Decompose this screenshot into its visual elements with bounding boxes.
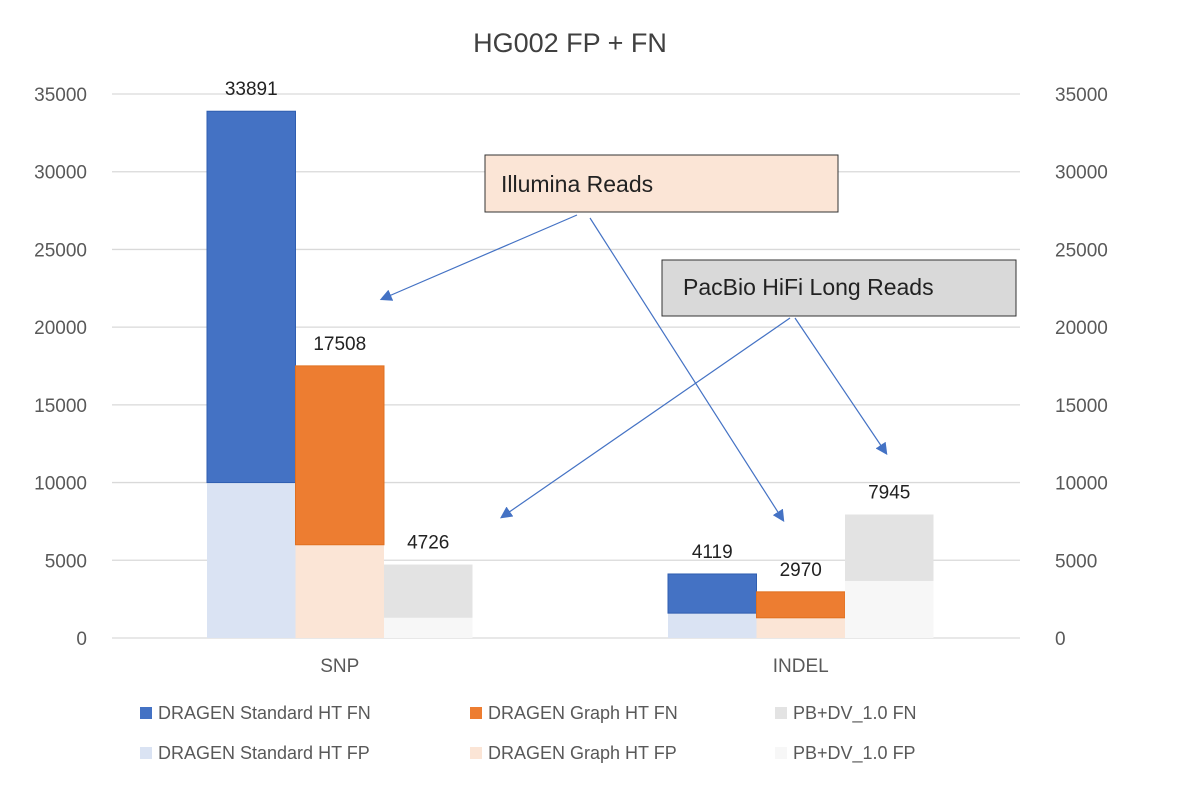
legend-swatch xyxy=(775,707,787,719)
legend-label: DRAGEN Standard HT FP xyxy=(158,743,370,763)
bar-segment-fp xyxy=(845,580,934,638)
data-label-total: 33891 xyxy=(225,79,278,100)
arrow-illumina-snp xyxy=(379,214,578,301)
bar-segment-fp xyxy=(295,544,384,638)
bar-segment-fp xyxy=(668,613,757,638)
arrow-pacbio-indel xyxy=(794,317,888,455)
bar-segment-fp xyxy=(756,617,845,638)
bar-segment-fp xyxy=(207,482,296,638)
annotation-pacbio-box xyxy=(661,259,1017,317)
legend-label: DRAGEN Graph HT FN xyxy=(488,703,678,723)
data-label-total: 7945 xyxy=(868,483,910,504)
legend-swatch xyxy=(775,747,787,759)
legend-label: DRAGEN Standard HT FN xyxy=(158,703,371,723)
bar-segment-fn xyxy=(384,564,473,618)
x-tick-label: INDEL xyxy=(773,656,829,677)
y-tick-label-right: 35000 xyxy=(1055,85,1108,106)
legend-swatch xyxy=(140,747,152,759)
y-tick-label-right: 0 xyxy=(1055,629,1066,650)
arrow-illumina-indel xyxy=(589,217,785,523)
data-label-total: 4726 xyxy=(407,533,449,554)
data-label-total: 2970 xyxy=(780,560,822,581)
annotation-illumina-box xyxy=(484,154,839,213)
y-tick-label-left: 0 xyxy=(76,629,87,650)
y-tick-label-left: 25000 xyxy=(34,240,87,261)
y-tick-label-left: 15000 xyxy=(34,396,87,417)
annotation-illumina-text: Illumina Reads xyxy=(501,171,653,197)
y-tick-label-left: 35000 xyxy=(34,85,87,106)
annotation-pacbio-text: PacBio HiFi Long Reads xyxy=(683,274,934,300)
y-tick-label-right: 25000 xyxy=(1055,240,1108,261)
legend-label: PB+DV_1.0 FN xyxy=(793,703,917,724)
bar-segment-fn xyxy=(206,110,296,484)
y-tick-label-right: 5000 xyxy=(1055,551,1097,572)
y-tick-label-right: 15000 xyxy=(1055,396,1108,417)
bar-segment-fn xyxy=(667,573,757,614)
data-label-total: 4119 xyxy=(692,542,733,563)
bar-segment-fn xyxy=(756,591,846,619)
bar-segment-fp xyxy=(384,617,473,638)
x-tick-label: SNP xyxy=(320,656,359,677)
legend-swatch xyxy=(470,747,482,759)
y-tick-label-right: 10000 xyxy=(1055,474,1108,495)
arrow-pacbio-snp xyxy=(500,317,791,519)
y-tick-label-left: 10000 xyxy=(34,474,87,495)
bar-segment-fn xyxy=(295,365,385,546)
y-tick-label-right: 20000 xyxy=(1055,318,1108,339)
legend-swatch xyxy=(140,707,152,719)
legend-swatch xyxy=(470,707,482,719)
y-tick-label-right: 30000 xyxy=(1055,163,1108,184)
chart-title: HG002 FP + FN xyxy=(473,28,667,58)
y-tick-label-left: 30000 xyxy=(34,163,87,184)
bar-segment-fn xyxy=(845,514,934,581)
legend-label: DRAGEN Graph HT FP xyxy=(488,743,677,763)
legend-label: PB+DV_1.0 FP xyxy=(793,743,916,764)
y-tick-label-left: 5000 xyxy=(45,551,87,572)
data-label-total: 17508 xyxy=(313,334,366,355)
y-tick-label-left: 20000 xyxy=(34,318,87,339)
